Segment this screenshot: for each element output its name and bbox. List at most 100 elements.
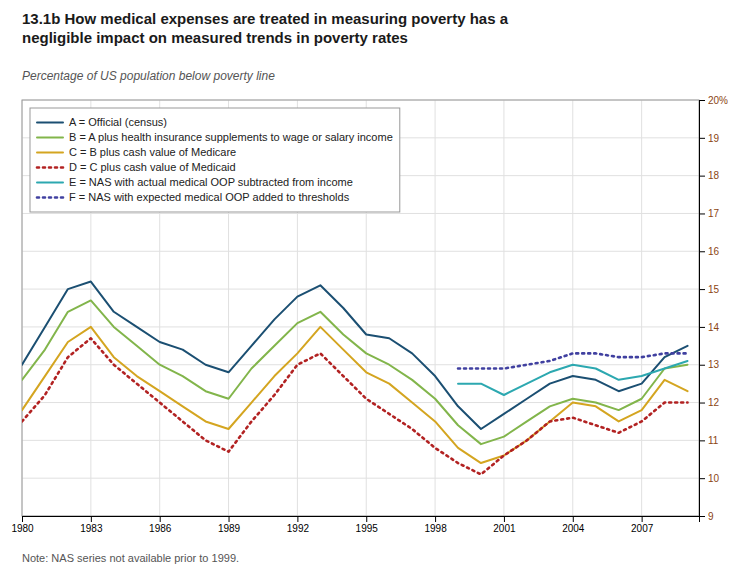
y-tick-label: 11 <box>708 435 719 446</box>
series-line <box>22 338 688 474</box>
x-axis-line <box>23 517 700 523</box>
y-tick-mark <box>699 365 705 366</box>
y-tick: 14 <box>699 322 720 333</box>
x-tick-label: 2007 <box>631 523 654 534</box>
subtitle: Percentage of US population below povert… <box>22 69 275 83</box>
y-tick: 19 <box>699 133 720 144</box>
series-line <box>22 327 688 463</box>
y-tick-label: 14 <box>708 322 720 333</box>
legend-swatch <box>37 137 63 139</box>
legend-swatch <box>37 182 63 184</box>
legend-label: B = A plus health insurance supplements … <box>69 131 393 143</box>
y-tick: 11 <box>699 435 719 446</box>
note: Note: NAS series not available prior to … <box>22 552 239 564</box>
y-tick-mark <box>699 138 705 139</box>
grid-line-y <box>22 440 699 441</box>
x-tick-label: 1980 <box>11 523 34 534</box>
x-tick-label: 1989 <box>218 523 241 534</box>
x-tick: 1998 <box>424 516 447 534</box>
y-tick-mark <box>699 516 705 517</box>
plot-frame <box>22 100 699 516</box>
legend-swatch <box>37 152 63 154</box>
x-tick: 1992 <box>287 516 310 534</box>
y-tick: 18 <box>699 170 720 181</box>
x-tick-mark <box>91 516 92 522</box>
y-tick-label: 10 <box>708 473 720 484</box>
y-tick: 10 <box>699 473 720 484</box>
y-tick-label: 15 <box>708 284 720 295</box>
grid <box>22 100 699 516</box>
y-tick: 20% <box>699 95 728 106</box>
x-tick-label: 1998 <box>424 523 447 534</box>
x-tick-mark <box>366 516 367 522</box>
x-tick: 1995 <box>356 516 379 534</box>
legend-label: E = NAS with actual medical OOP subtract… <box>69 176 353 188</box>
y-tick: 16 <box>699 246 720 257</box>
x-tick-label: 2001 <box>493 523 516 534</box>
chart: 13.1b How medical expenses are treated i… <box>0 0 747 574</box>
y-tick: 12 <box>699 397 720 408</box>
x-tick-label: 1992 <box>287 523 310 534</box>
grid-line-x <box>503 100 504 516</box>
title-line: 13.1b How medical expenses are treated i… <box>22 10 509 27</box>
legend-swatch <box>37 122 63 124</box>
y-tick-label: 20% <box>708 95 728 106</box>
y-tick-mark <box>699 289 705 290</box>
y-tick-label: 13 <box>708 359 720 370</box>
grid-line-x <box>435 100 436 516</box>
x-tick: 2001 <box>493 516 516 534</box>
series-line <box>458 353 687 368</box>
grid-line-x <box>641 100 642 516</box>
y-tick-label: 19 <box>708 133 720 144</box>
x-tick-mark <box>504 516 505 522</box>
x-tick: 1983 <box>80 516 103 534</box>
y-tick-label: 9 <box>708 511 714 522</box>
grid-line-y <box>22 289 699 290</box>
y-tick-mark <box>699 403 705 404</box>
x-tick-mark <box>573 516 574 522</box>
x-tick-mark <box>435 516 436 522</box>
x-tick: 1986 <box>149 516 172 534</box>
y-tick: 9 <box>699 511 714 522</box>
legend: A = Official (census) B = A plus health i… <box>30 108 400 212</box>
x-tick-label: 2004 <box>562 523 585 534</box>
grid-line-y <box>22 251 699 252</box>
x-axis: 1980 1983 1986 1989 1992 1995 1998 2001 2004 2007 <box>11 516 699 534</box>
x-tick-mark <box>22 516 23 522</box>
x-tick-label: 1983 <box>80 523 103 534</box>
lines <box>22 282 688 475</box>
y-axis-line <box>700 101 706 517</box>
legend-label: F = NAS with expected medical OOP added … <box>69 191 350 203</box>
legend-swatch <box>37 196 63 199</box>
y-tick-mark <box>699 327 705 328</box>
legend-label: A = Official (census) <box>69 116 167 128</box>
y-tick: 13 <box>699 359 720 370</box>
series-line <box>22 282 688 429</box>
y-tick-mark <box>699 478 705 479</box>
legend-box <box>30 108 400 212</box>
legend-label: C = B plus cash value of Medicare <box>69 146 236 158</box>
y-tick-mark <box>699 251 705 252</box>
x-tick: 2004 <box>562 516 585 534</box>
y-tick-label: 16 <box>708 246 720 257</box>
legend-swatch <box>37 166 63 169</box>
y-axis: 9 10 11 12 13 14 15 16 17 18 19 20% <box>699 95 728 522</box>
x-tick: 2007 <box>631 516 654 534</box>
x-tick-mark <box>229 516 230 522</box>
x-tick: 1980 <box>11 516 34 534</box>
x-tick-mark <box>642 516 643 522</box>
y-tick-label: 17 <box>708 208 720 219</box>
plot: 1980 1983 1986 1989 1992 1995 1998 2001 2004 2007… <box>11 95 728 534</box>
x-tick-mark <box>297 516 298 522</box>
grid-line-x <box>572 100 573 516</box>
y-tick: 17 <box>699 208 720 219</box>
grid-line-y <box>22 213 699 214</box>
series-line <box>458 361 687 395</box>
y-tick-mark <box>699 100 705 101</box>
y-tick-mark <box>699 176 705 177</box>
title-line: negligible impact on measured trends in … <box>22 29 408 46</box>
x-tick-mark <box>160 516 161 522</box>
y-tick-label: 12 <box>708 397 720 408</box>
grid-line-y <box>22 478 699 479</box>
x-tick-label: 1986 <box>149 523 172 534</box>
